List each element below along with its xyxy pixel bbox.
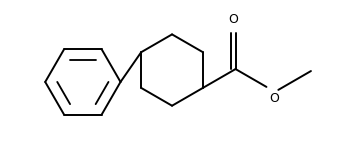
Text: O: O xyxy=(228,14,238,26)
Text: O: O xyxy=(269,92,279,105)
